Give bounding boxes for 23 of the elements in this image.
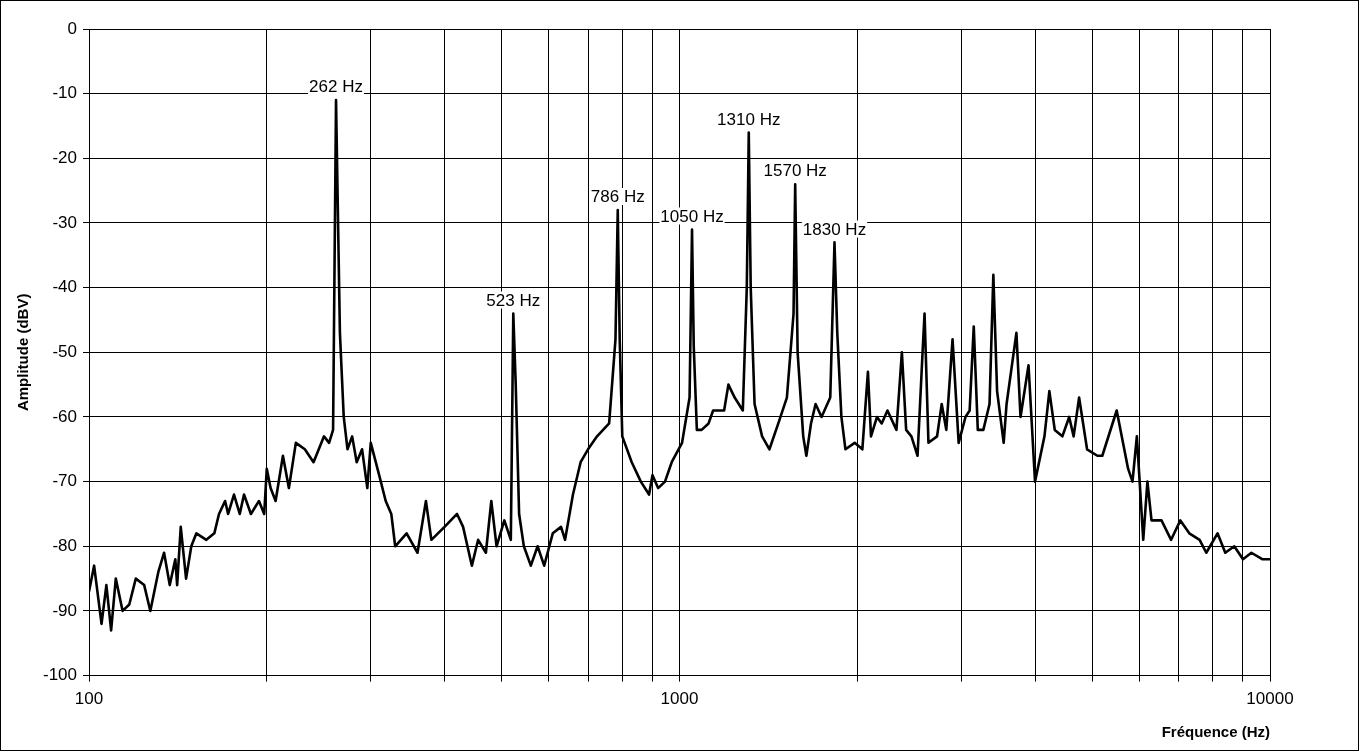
annotation: 1310 Hz — [717, 109, 781, 129]
x-tick-label: 1000 — [660, 689, 699, 709]
y-tick-label: -30 — [52, 212, 78, 232]
y-axis-title: Amplitude (dBV) — [14, 293, 32, 412]
annotation: 786 Hz — [590, 187, 645, 207]
annotation: 262 Hz — [309, 77, 363, 97]
y-tick-label: -90 — [52, 600, 78, 620]
y-tick-label: -100 — [42, 665, 78, 685]
x-axis-title: Fréquence (Hz) — [1161, 723, 1270, 741]
y-tick-label: -80 — [52, 535, 78, 555]
y-tick-label: -20 — [52, 148, 78, 168]
annotation: 523 Hz — [486, 290, 541, 310]
y-tick-label: -70 — [52, 471, 78, 491]
annotation: 1830 Hz — [802, 219, 867, 239]
y-tick-label: -50 — [52, 341, 78, 361]
y-tick-label: -40 — [52, 277, 78, 297]
y-tick-label: 0 — [67, 18, 78, 38]
annotation: 1050 Hz — [660, 206, 724, 226]
x-tick-label: 100 — [74, 689, 104, 709]
y-tick-label: -10 — [52, 83, 78, 103]
annotation: 1570 Hz — [763, 161, 827, 181]
x-tick-label: 10000 — [1246, 689, 1294, 709]
y-tick-label: -60 — [52, 406, 78, 426]
